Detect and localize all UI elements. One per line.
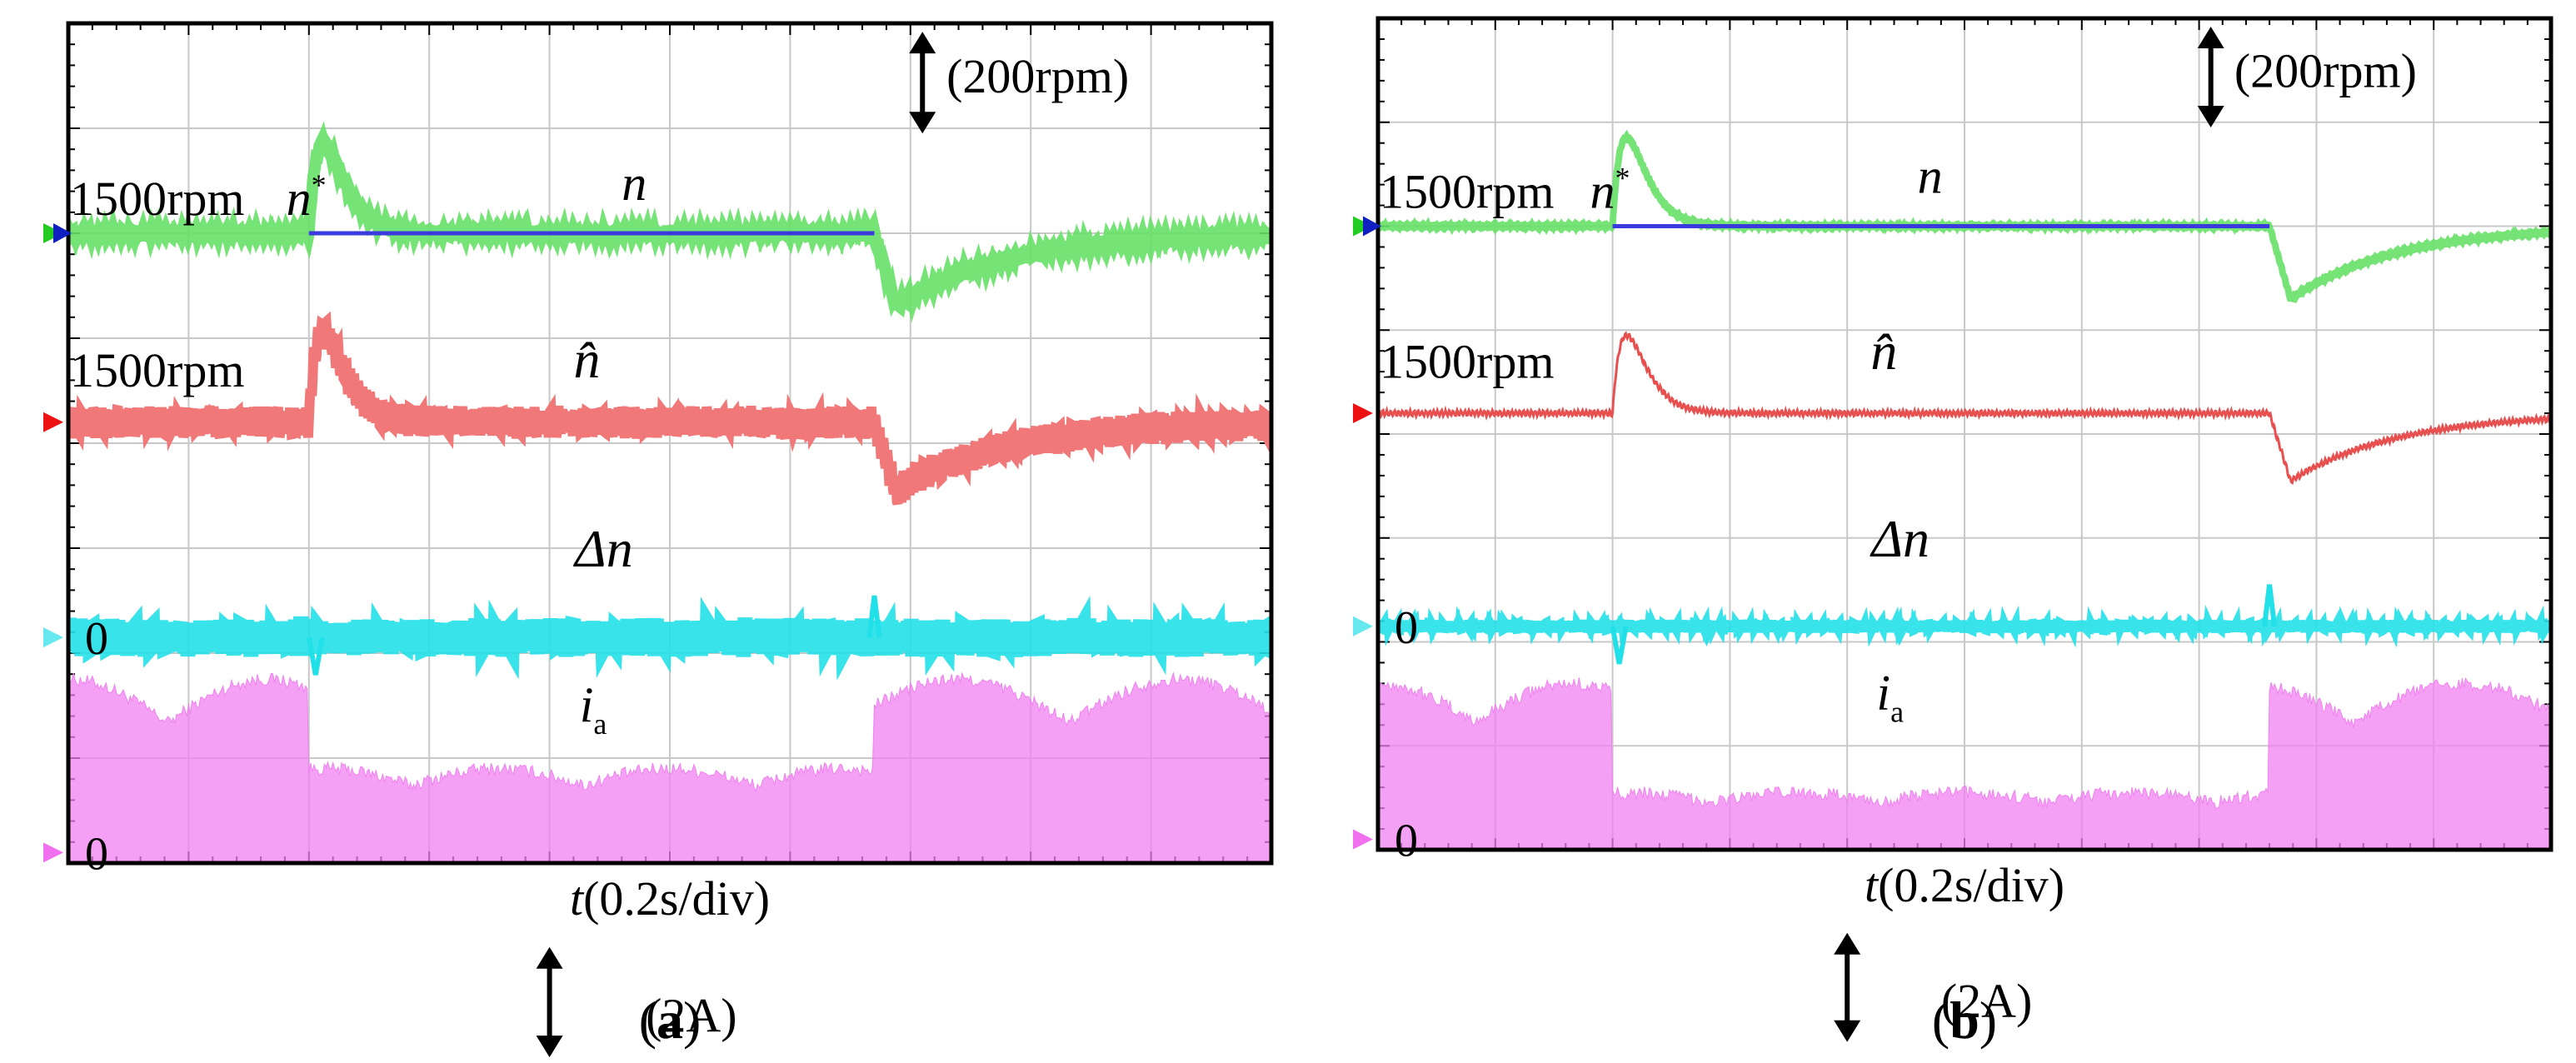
label-n-ref-level: 1500rpm [70,172,244,226]
x-axis-label: t(0.2s/div) [1865,858,2064,912]
oscilloscope-chart-1: 1500rpm n* n 1500rpm n̂ Δn 0 ia 0 (200rpm) (2A) t(0… [1353,16,2554,1050]
series-delta-n [68,596,1271,681]
speed-scale-arrow-icon [2197,26,2224,127]
marker-n-hat-icon [1353,403,1373,424]
oscilloscope-chart-0: 1500rpm n* n 1500rpm n̂ Δn 0 ia 0 (200rpm) (2A) t(0… [43,21,1274,1058]
label-delta-n-level: 0 [1395,602,1418,654]
marker-n-hat-icon [43,412,63,432]
label-n-ref-level: 1500rpm [1380,165,1554,219]
marker-n-ref-icon [53,223,72,243]
marker-i-a-icon [1353,829,1373,850]
marker-n-ref-icon [1363,216,1381,237]
series-delta-n-dip [1610,626,1629,665]
label-i-a-level: 0 [1395,816,1418,867]
series-delta-n [1378,604,2551,648]
label-i-a: ia [580,677,607,741]
label-i-a: ia [1876,666,1904,729]
series-delta-n-spike [866,595,882,638]
label-n: n [1918,149,1943,204]
label-n-hat: n̂ [1870,322,1897,381]
speed-scale-arrow-icon [909,32,936,134]
label-n-hat-level: 1500rpm [1380,335,1554,389]
label-current-scale: (2A) [646,989,737,1043]
marker-delta-n-icon [1353,616,1373,636]
label-i-a-level: 0 [85,828,108,880]
marker-delta-n-icon [43,627,63,648]
label-n-ref: n* [287,168,327,226]
label-speed-scale: (200rpm) [2234,43,2417,97]
label-n-hat-level: 1500rpm [70,343,244,397]
label-delta-n: Δn [1869,509,1930,568]
panel-label: (a) [639,991,701,1050]
series-delta-n-spike [2262,584,2278,627]
label-delta-n: Δn [572,519,633,578]
label-n-hat: n̂ [573,330,600,389]
series-n-hat [1378,331,2551,485]
plot-frame [1375,16,2554,852]
series-i-a [1378,676,2551,850]
current-scale-arrow-icon [536,946,563,1058]
current-scale-arrow-icon [1834,932,1861,1042]
panel-label: (b) [1932,991,1997,1050]
label-delta-n-level: 0 [85,613,108,665]
marker-i-a-icon [43,842,63,863]
series-i-a [68,671,1271,863]
panel-a: 1500rpm n* n 1500rpm n̂ Δn 0 ia 0 (200rpm) (2A) t(0… [43,21,1274,1058]
x-axis-label: t(0.2s/div) [570,871,770,926]
plot-frame [66,21,1274,866]
label-n-ref: n* [1590,162,1630,219]
label-n: n [622,156,646,211]
label-speed-scale: (200rpm) [946,49,1129,103]
label-current-scale: (2A) [1941,974,2033,1028]
series-n-hat [68,311,1271,506]
panel-b: 1500rpm n* n 1500rpm n̂ Δn 0 ia 0 (200rpm) (2A) t(0… [1306,0,2576,1063]
series-delta-n-dip [306,636,325,676]
